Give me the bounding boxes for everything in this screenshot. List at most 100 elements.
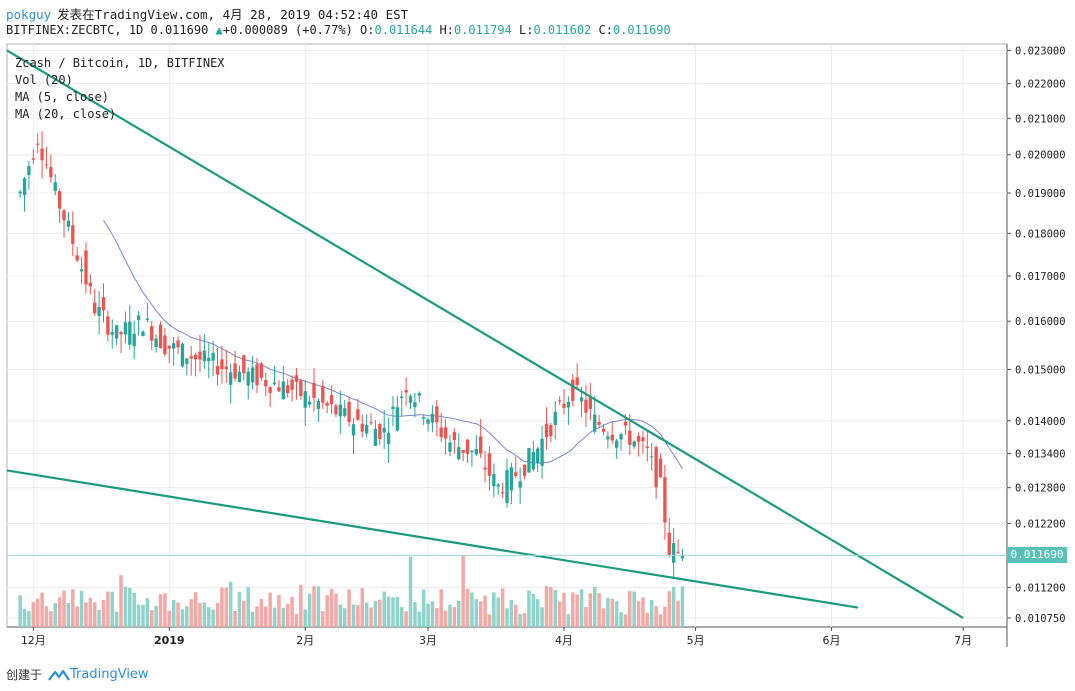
volume-bar bbox=[57, 597, 62, 627]
y-tick-label: 0.016000 bbox=[1015, 316, 1066, 328]
candle-body bbox=[18, 191, 22, 194]
candle-body bbox=[36, 143, 40, 145]
candle-body bbox=[189, 356, 193, 359]
volume-bar bbox=[207, 607, 211, 627]
volume-bar bbox=[101, 599, 106, 627]
candle-body bbox=[672, 543, 676, 563]
candle-body bbox=[44, 164, 49, 166]
legend-volume[interactable]: Vol (20) bbox=[15, 73, 73, 87]
volume-bar bbox=[360, 588, 365, 627]
candle-body bbox=[325, 402, 329, 406]
candle-body bbox=[321, 385, 325, 403]
volume-bar bbox=[584, 607, 588, 627]
candle-body bbox=[645, 446, 650, 448]
volume-bar bbox=[347, 589, 351, 627]
volume-bar bbox=[417, 611, 422, 627]
volume-bar bbox=[544, 585, 549, 627]
volume-bar bbox=[364, 602, 369, 627]
volume-bar bbox=[421, 589, 426, 627]
candle-body bbox=[49, 167, 53, 178]
candle-body bbox=[207, 357, 211, 361]
candle-body bbox=[123, 322, 128, 335]
candle-body bbox=[650, 456, 654, 458]
candle-body bbox=[167, 345, 171, 349]
volume-bar bbox=[373, 600, 378, 627]
candle-body bbox=[75, 255, 79, 261]
candle-body bbox=[101, 297, 106, 311]
volume-bar bbox=[645, 612, 650, 627]
volume-bar bbox=[671, 586, 676, 627]
volume-bar bbox=[509, 599, 514, 627]
volume-bar bbox=[562, 592, 566, 627]
volume-bar bbox=[290, 596, 294, 627]
volume-bar bbox=[496, 597, 500, 627]
symbol-line: BITFINEX:ZECBTC, 1D 0.011690 bbox=[6, 23, 209, 37]
volume-bar bbox=[601, 608, 606, 627]
candle-body bbox=[404, 390, 408, 393]
candle-body bbox=[119, 332, 123, 335]
y-tick-label: 0.019000 bbox=[1015, 188, 1066, 200]
candle-body bbox=[229, 372, 233, 385]
volume-bar bbox=[465, 588, 470, 627]
volume-bar bbox=[575, 594, 579, 627]
volume-bar bbox=[356, 605, 360, 627]
candle-body bbox=[40, 148, 44, 161]
legend-ma20[interactable]: MA (20, close) bbox=[15, 107, 117, 121]
volume-bar bbox=[457, 600, 461, 627]
candle-body bbox=[71, 225, 75, 244]
tradingview-logo[interactable]: TradingView bbox=[48, 667, 149, 682]
x-tick-label: 2019 bbox=[154, 634, 185, 647]
candle-body bbox=[136, 315, 141, 320]
candle-body bbox=[97, 306, 101, 316]
volume-bar bbox=[492, 592, 496, 627]
y-tick-label: 0.023000 bbox=[1015, 45, 1066, 57]
volume-bar bbox=[233, 611, 237, 627]
candle-body bbox=[579, 397, 584, 402]
legend-ma5[interactable]: MA (5, close) bbox=[15, 90, 109, 104]
y-tick-label: 0.014000 bbox=[1015, 416, 1066, 428]
tradingview-brand: TradingView bbox=[70, 667, 149, 682]
volume-bar bbox=[132, 592, 136, 627]
volume-bar bbox=[321, 611, 325, 627]
candle-body bbox=[193, 354, 198, 360]
candle-body bbox=[53, 182, 57, 191]
volume-bar bbox=[250, 611, 255, 627]
volume-bar bbox=[535, 599, 540, 627]
candle-body bbox=[514, 472, 518, 477]
candle-body bbox=[224, 366, 228, 370]
volume-bar bbox=[171, 600, 176, 627]
legend-title[interactable]: Zcash / Bitcoin, 1D, BITFINEX bbox=[15, 56, 225, 70]
y-tick-label: 0.012800 bbox=[1015, 483, 1066, 495]
author-name[interactable]: pokguy bbox=[6, 7, 52, 22]
close-value: 0.011690 bbox=[612, 23, 671, 37]
candle-body bbox=[575, 377, 579, 385]
volume-bar bbox=[40, 592, 44, 627]
volume-bar bbox=[606, 597, 610, 627]
x-tick-label: 2月 bbox=[296, 634, 314, 647]
plot-area bbox=[6, 43, 1008, 628]
volume-bar bbox=[145, 598, 150, 627]
volume-bar bbox=[189, 599, 193, 627]
volume-bar bbox=[149, 610, 154, 627]
candle-body bbox=[544, 423, 549, 438]
candle-body bbox=[150, 326, 154, 341]
volume-bar bbox=[566, 614, 571, 627]
candle-body bbox=[413, 402, 417, 408]
candle-body bbox=[22, 178, 27, 196]
volume-bar bbox=[35, 598, 40, 627]
candle-body bbox=[597, 421, 601, 425]
volume-bar bbox=[430, 601, 435, 627]
candle-body bbox=[593, 414, 597, 432]
y-tick-label: 0.022000 bbox=[1015, 79, 1066, 91]
y-tick-label: 0.011200 bbox=[1015, 582, 1066, 594]
candle-body bbox=[242, 355, 246, 374]
volume-bar bbox=[62, 590, 66, 627]
volume-bar bbox=[549, 587, 553, 627]
candle-body bbox=[422, 417, 426, 419]
volume-bar bbox=[413, 602, 417, 627]
volume-bar bbox=[71, 589, 75, 627]
candle-body bbox=[215, 365, 220, 375]
candle-body bbox=[307, 401, 312, 405]
volume-bar bbox=[110, 591, 115, 627]
